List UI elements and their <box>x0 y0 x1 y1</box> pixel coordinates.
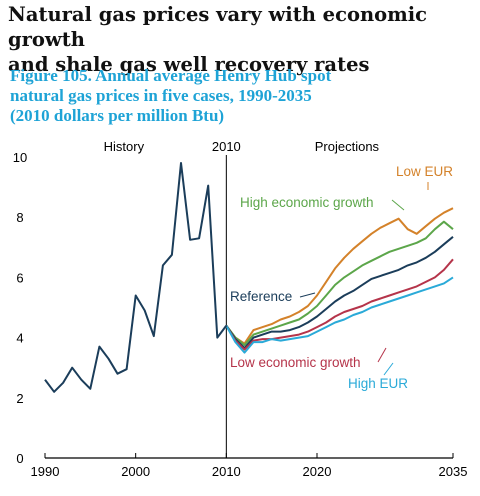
projections-label: Projections <box>315 139 380 154</box>
headline-line-2: and shale gas well recovery rates <box>8 53 370 76</box>
y-tick-label: 10 <box>13 150 27 165</box>
series-line-low-eur <box>225 207 454 345</box>
series-label-leader <box>299 292 316 298</box>
y-tick-label: 4 <box>16 331 23 346</box>
series-line-history <box>44 162 228 393</box>
series-label-leader <box>377 347 387 363</box>
x-tick-label: 2020 <box>303 464 332 479</box>
headline: Natural gas prices vary with economic gr… <box>8 2 476 77</box>
y-tick-label: 8 <box>16 210 23 225</box>
x-tick-label: 2000 <box>121 464 150 479</box>
y-tick-label: 6 <box>16 270 23 285</box>
y-tick-label: 2 <box>16 391 23 406</box>
series-label-high-economic-growth: High economic growth <box>240 195 374 210</box>
figure-caption-line-3: (2010 dollars per million Btu) <box>10 106 225 125</box>
headline-line-1: Natural gas prices vary with economic gr… <box>8 3 428 51</box>
y-tick-label: 0 <box>16 451 23 466</box>
divider-label-2010: 2010 <box>212 139 241 154</box>
series-line-high-economic-growth <box>225 220 454 347</box>
series-label-leader <box>391 199 405 211</box>
x-tick-label: 1990 <box>31 464 60 479</box>
series-label-low-eur: Low EUR <box>396 164 453 179</box>
series-line-reference <box>225 236 454 350</box>
figure-caption-line-2: natural gas prices in five cases, 1990-2… <box>10 86 312 105</box>
figure-caption: Figure 105. Annual average Henry Hub spo… <box>10 66 430 126</box>
series-line-low-economic-growth <box>225 258 454 351</box>
series-label-leader <box>383 362 394 376</box>
series-label-reference: Reference <box>230 289 292 304</box>
figure-caption-line-1: Figure 105. Annual average Henry Hub spo… <box>10 66 332 85</box>
x-tick-label: 2035 <box>439 464 468 479</box>
series-label-high-eur: High EUR <box>348 376 408 391</box>
series-line-high-eur <box>225 276 454 354</box>
x-tick-label: 2010 <box>212 464 241 479</box>
history-label: History <box>104 139 145 154</box>
series-label-low-economic-growth: Low economic growth <box>230 355 361 370</box>
